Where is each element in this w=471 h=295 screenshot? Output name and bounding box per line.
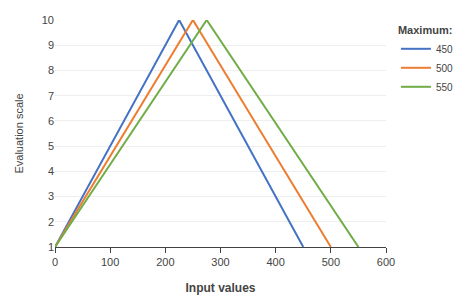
svg-text:200: 200 — [156, 256, 174, 268]
svg-text:3: 3 — [48, 190, 54, 202]
svg-text:4: 4 — [48, 165, 54, 177]
svg-text:0: 0 — [52, 256, 58, 268]
svg-text:7: 7 — [48, 90, 54, 102]
svg-text:5: 5 — [48, 140, 54, 152]
svg-text:Maximum:: Maximum: — [398, 24, 452, 36]
svg-text:1: 1 — [48, 241, 54, 253]
svg-text:550: 550 — [436, 82, 453, 93]
svg-text:Input values: Input values — [185, 281, 255, 295]
svg-text:9: 9 — [48, 39, 54, 51]
svg-text:10: 10 — [42, 14, 54, 26]
svg-text:300: 300 — [211, 256, 229, 268]
svg-text:600: 600 — [377, 256, 395, 268]
svg-text:400: 400 — [266, 256, 284, 268]
svg-text:100: 100 — [101, 256, 119, 268]
svg-text:2: 2 — [48, 216, 54, 228]
svg-text:6: 6 — [48, 115, 54, 127]
svg-text:8: 8 — [48, 64, 54, 76]
svg-text:500: 500 — [322, 256, 340, 268]
svg-text:450: 450 — [436, 44, 453, 55]
svg-text:500: 500 — [436, 63, 453, 74]
svg-text:Evaluation scale: Evaluation scale — [13, 93, 25, 173]
